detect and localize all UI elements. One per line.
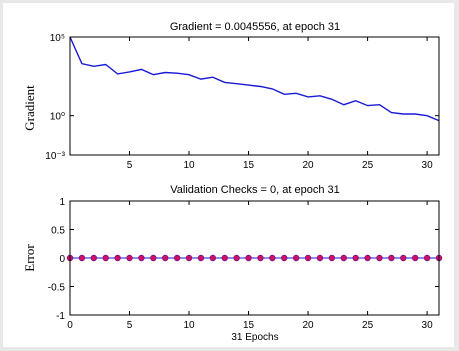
- validation-point: [114, 254, 121, 262]
- validation-x-tick-label: 10: [183, 320, 195, 331]
- validation-point: [138, 254, 145, 262]
- validation-plot-frame: [69, 200, 440, 316]
- validation-point: [328, 254, 336, 262]
- validation-point: [126, 254, 133, 262]
- validation-axis-ticks: 0 5 10 15 20 25 30 -1 -0.5 0 0.5 1: [48, 197, 439, 331]
- validation-point: [197, 254, 205, 262]
- validation-x-tick-label: 20: [303, 320, 315, 331]
- gradient-plot-frame: [69, 36, 440, 156]
- validation-point: [185, 254, 193, 262]
- gradient-x-tick-label: 15: [243, 160, 255, 171]
- validation-point: [173, 254, 181, 262]
- validation-point: [340, 254, 347, 262]
- gradient-line: [69, 36, 440, 122]
- gradient-y-axis-label: Gradient: [22, 85, 37, 131]
- gradient-y-tick-label: 10⁵: [50, 33, 65, 44]
- validation-x-tick-label: 30: [422, 320, 434, 331]
- validation-y-tick-label: 0: [59, 254, 65, 265]
- validation-point: [376, 254, 383, 262]
- validation-x-tick-label: 15: [243, 320, 255, 331]
- validation-point: [316, 254, 324, 262]
- validation-plot-title: Validation Checks = 0, at epoch 31: [170, 184, 340, 196]
- gradient-x-tick-label: 25: [362, 160, 374, 171]
- validation-point: [423, 254, 431, 262]
- gradient-plot-title: Gradient = 0.0045556, at epoch 31: [170, 21, 340, 33]
- validation-point: [162, 254, 169, 262]
- validation-point: [257, 254, 264, 262]
- validation-point: [411, 254, 419, 262]
- gradient-series: [69, 36, 440, 122]
- validation-y-tick-label: -1: [56, 311, 65, 322]
- gradient-y-tick-label: 10⁻³: [45, 151, 65, 162]
- validation-point: [90, 254, 98, 262]
- gradient-x-tick-label: 20: [303, 160, 315, 171]
- validation-x-tick-label: 25: [362, 320, 374, 331]
- validation-point: [245, 254, 252, 262]
- validation-point: [292, 254, 300, 262]
- gradient-x-tick-label: 5: [127, 160, 133, 171]
- validation-point: [269, 254, 276, 262]
- validation-point: [364, 254, 371, 262]
- validation-point: [150, 254, 157, 262]
- validation-point: [102, 254, 109, 262]
- gradient-y-tick-label: 10⁰: [50, 112, 65, 123]
- validation-y-tick-label: 1: [59, 197, 65, 208]
- gradient-x-tick-label: 10: [183, 160, 195, 171]
- epochs-x-axis-label: 31 Epochs: [231, 332, 278, 343]
- validation-y-tick-label: -0.5: [48, 283, 66, 294]
- error-y-axis-label: Error: [22, 244, 37, 272]
- validation-point: [281, 254, 288, 262]
- validation-point: [400, 254, 407, 262]
- validation-point: [388, 254, 395, 262]
- validation-point: [304, 254, 312, 262]
- validation-point: [78, 254, 86, 262]
- figure-background: [3, 3, 454, 347]
- validation-series: [66, 254, 443, 262]
- validation-point: [221, 254, 228, 262]
- gradient-axis-ticks: 5 10 15 20 25 30 10⁻³ 10⁰ 10⁵: [45, 33, 439, 171]
- validation-point: [352, 254, 359, 262]
- validation-y-tick-label: 0.5: [51, 226, 65, 237]
- validation-point: [209, 254, 217, 262]
- validation-x-tick-label: 5: [127, 320, 133, 331]
- validation-x-tick-label: 0: [67, 320, 73, 331]
- validation-point: [233, 254, 240, 262]
- gradient-x-tick-label: 30: [422, 160, 434, 171]
